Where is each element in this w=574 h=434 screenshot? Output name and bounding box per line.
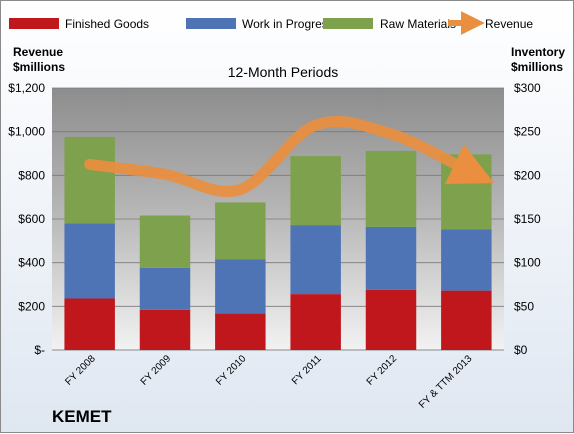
left-tick-label: $1,000: [8, 125, 45, 139]
right-tick-label: $300: [514, 81, 541, 95]
category-label: FY 2008: [63, 353, 98, 388]
legend-label-work-in-progress: Work in Progress: [242, 17, 334, 31]
brand-label: KEMET: [52, 407, 112, 426]
category-label: FY 2011: [290, 353, 324, 387]
right-tick-label: $150: [514, 212, 541, 226]
bar-work-in-progress: [64, 223, 114, 298]
legend-swatch-work-in-progress: [186, 18, 236, 29]
legend: Finished Goods Work in Progress Raw Mate…: [9, 17, 533, 31]
left-axis-ticks: $- $200 $400 $600 $800 $1,000 $1,200: [8, 81, 45, 357]
right-axis-title-line2: $millions: [511, 60, 563, 74]
bar-finished-goods: [140, 310, 190, 350]
bar-raw-materials: [140, 216, 190, 268]
bar-work-in-progress: [140, 268, 190, 310]
bar-finished-goods: [441, 291, 491, 350]
bar-raw-materials: [366, 151, 416, 227]
legend-swatch-finished-goods: [9, 18, 59, 29]
bar-work-in-progress: [441, 229, 491, 290]
legend-label-finished-goods: Finished Goods: [65, 17, 149, 31]
right-tick-label: $50: [514, 299, 534, 313]
right-tick-label: $100: [514, 256, 541, 270]
category-label: FY 2012: [365, 353, 400, 388]
legend-label-revenue: Revenue: [485, 17, 533, 31]
bar-finished-goods: [366, 290, 416, 350]
left-tick-label: $600: [18, 212, 45, 226]
chart-title: 12-Month Periods: [228, 64, 339, 80]
bar-raw-materials: [290, 156, 340, 225]
left-tick-label: $200: [18, 299, 45, 313]
right-tick-label: $200: [514, 168, 541, 182]
left-tick-label: $800: [18, 168, 45, 182]
category-labels: FY 2008 FY 2009 FY 2010 FY 2011 FY 2012 FY & …: [63, 353, 474, 411]
category-label: FY & TTM 2013: [417, 353, 475, 411]
bar-work-in-progress: [215, 259, 265, 313]
right-axis-title-line1: Inventory: [511, 45, 565, 59]
category-label: FY 2009: [139, 353, 174, 388]
left-tick-label: $1,200: [8, 81, 45, 95]
right-tick-label: $0: [514, 343, 528, 357]
bar-finished-goods: [64, 298, 114, 350]
legend-label-raw-materials: Raw Materials: [380, 17, 456, 31]
left-tick-label: $400: [18, 256, 45, 270]
bar-finished-goods: [215, 313, 265, 350]
right-axis-ticks: $0 $50 $100 $150 $200 $250 $300: [514, 81, 541, 357]
bar-finished-goods: [290, 294, 340, 350]
left-axis-title-line1: Revenue: [13, 45, 63, 59]
category-label: FY 2010: [214, 353, 249, 388]
bar-work-in-progress: [290, 225, 340, 294]
left-axis-title-line2: $millions: [13, 60, 65, 74]
legend-swatch-raw-materials: [323, 18, 373, 29]
bar-work-in-progress: [366, 227, 416, 290]
left-tick-label: $-: [34, 343, 45, 357]
bar-raw-materials: [64, 137, 114, 223]
bar-raw-materials: [215, 202, 265, 259]
right-tick-label: $250: [514, 125, 541, 139]
